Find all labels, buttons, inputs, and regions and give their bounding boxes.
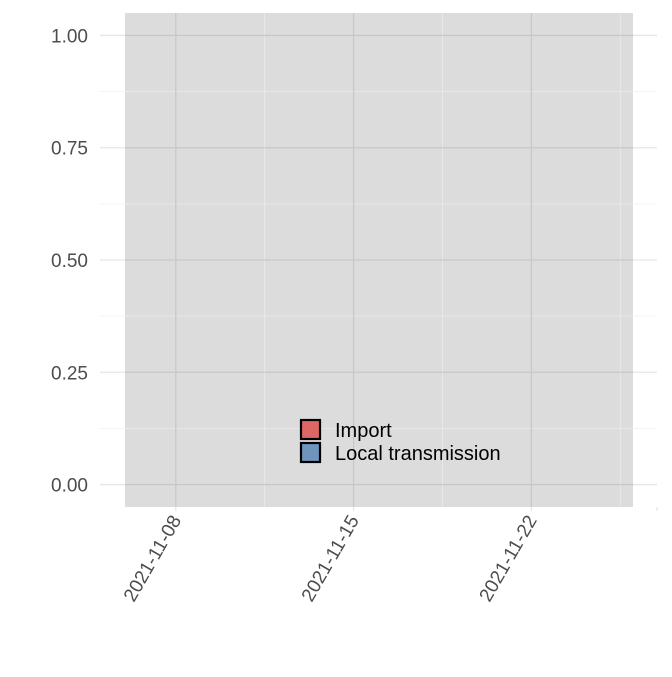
- legend-label-import: Import: [335, 420, 392, 442]
- x-tick-label: 2021-11-22: [476, 512, 542, 605]
- x-tick-label: 2021-11-15: [298, 512, 364, 605]
- panel-grid: [125, 13, 633, 507]
- legend-label-local-transmission: Local transmission: [335, 443, 501, 465]
- y-axis: 0.00 0.25 0.50 0.75 1.00: [51, 26, 88, 496]
- legend-key-local-transmission: [299, 441, 322, 464]
- y-tick-label: 0.75: [51, 139, 88, 160]
- legend-key-import: [299, 418, 322, 441]
- y-tick-label: 0.25: [51, 363, 88, 384]
- x-tick-label: 2021-11-08: [120, 512, 186, 605]
- x-axis: 2021-11-08 2021-11-15 2021-11-22: [120, 512, 542, 605]
- y-tick-label: 0.50: [51, 251, 88, 272]
- y-tick-label: 0.00: [51, 476, 88, 497]
- y-tick-label: 1.00: [51, 26, 88, 47]
